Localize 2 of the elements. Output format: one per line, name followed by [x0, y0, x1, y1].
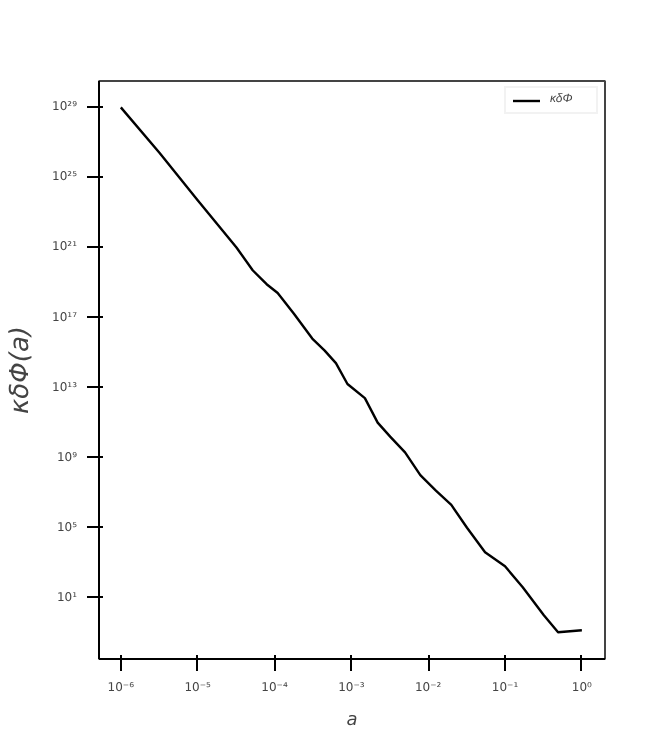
x-axis-title: a [346, 711, 358, 731]
y-axis-title: κδΦ(a) [6, 326, 37, 414]
